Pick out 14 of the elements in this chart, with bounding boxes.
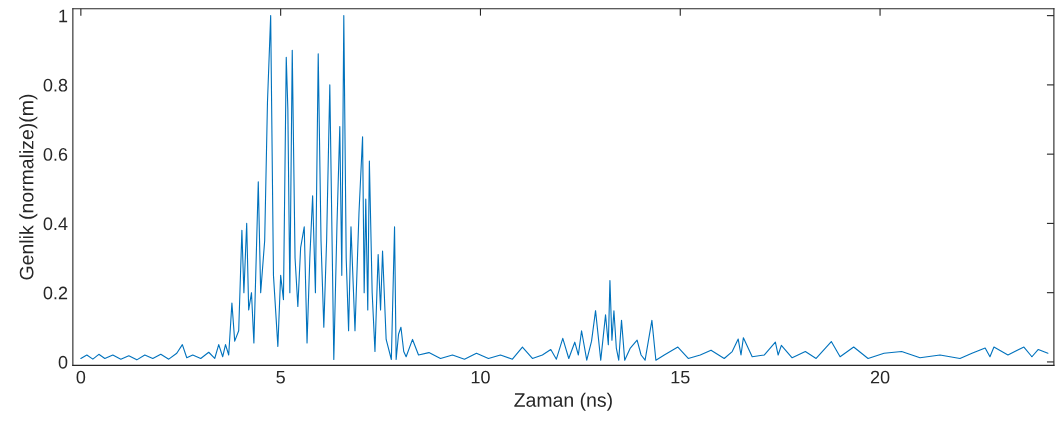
y-tick-label: 0.2 bbox=[43, 286, 68, 300]
y-axis-title: Genlik (normalize)(m) bbox=[19, 94, 38, 280]
y-tick-label: 0.6 bbox=[43, 148, 68, 161]
line-series bbox=[80, 15, 1049, 361]
x-tick-label: 10 bbox=[471, 370, 490, 384]
x-tick-label: 15 bbox=[671, 370, 690, 384]
y-tick-label: 1 bbox=[59, 9, 68, 23]
x-axis-title: Zaman (ns) bbox=[514, 392, 612, 411]
x-tick-label: 0 bbox=[76, 370, 86, 384]
y-tick-label: 0.4 bbox=[43, 217, 68, 231]
y-tick-label: 0 bbox=[58, 355, 68, 369]
y-tick-label: 0.8 bbox=[43, 78, 68, 92]
x-tick-label: 5 bbox=[276, 370, 285, 384]
x-tick-label: 20 bbox=[870, 370, 890, 384]
